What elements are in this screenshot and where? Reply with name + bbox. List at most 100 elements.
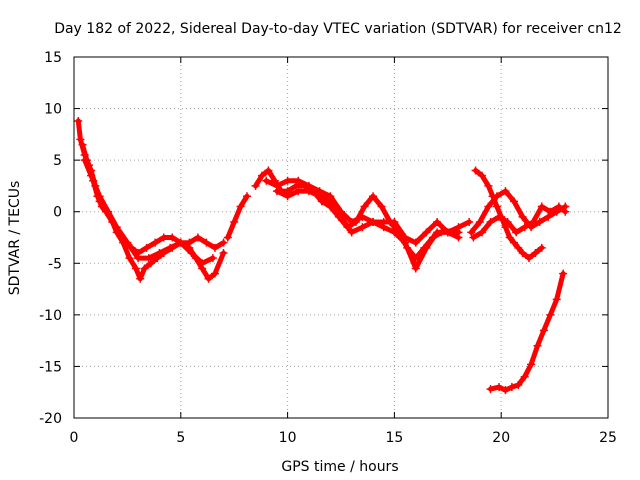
data-point [198, 259, 207, 268]
data-point [142, 243, 151, 252]
data-point [315, 192, 324, 201]
series-line-arc-6 [263, 178, 472, 271]
chart-title: Day 182 of 2022, Sidereal Day-to-day VTE… [54, 21, 622, 37]
data-point [518, 212, 527, 221]
data-point [539, 326, 548, 335]
data-point [112, 223, 121, 232]
x-axis-label: GPS time / hours [281, 459, 398, 475]
series-line-arc-9 [468, 188, 568, 235]
y-tick-label: 15 [44, 50, 62, 66]
data-point [134, 254, 143, 263]
data-point [501, 386, 510, 395]
data-point [477, 171, 486, 180]
data-point [131, 264, 140, 273]
data-point [125, 254, 134, 263]
data-series [74, 116, 570, 395]
data-point [533, 341, 542, 350]
x-tick-label: 20 [492, 430, 510, 446]
data-point [486, 218, 495, 227]
x-tick-labels: 0 5 10 15 20 25 [70, 430, 617, 446]
x-tick-label: 5 [176, 430, 185, 446]
data-point [454, 233, 463, 242]
y-tick-label: -20 [39, 411, 62, 427]
data-point [146, 259, 155, 268]
data-point [507, 383, 516, 392]
data-point [475, 218, 484, 227]
data-point [554, 202, 563, 211]
data-point [123, 238, 132, 247]
data-point [78, 140, 87, 149]
data-point [151, 238, 160, 247]
data-point [243, 192, 252, 201]
data-point [369, 192, 378, 201]
data-point [544, 212, 553, 221]
data-point [443, 228, 452, 237]
data-point [433, 228, 442, 237]
y-tick-label: 5 [53, 153, 62, 169]
data-point [486, 385, 495, 394]
data-point [537, 243, 546, 252]
data-point [262, 176, 271, 185]
data-point [155, 248, 164, 257]
data-point [347, 218, 356, 227]
data-point [358, 223, 367, 232]
data-point [422, 243, 431, 252]
data-point [168, 233, 177, 242]
data-point [512, 228, 521, 237]
data-point [465, 218, 474, 227]
y-tick-label: -5 [48, 256, 62, 272]
x-tick-label: 15 [385, 430, 403, 446]
x-tick-label: 25 [599, 430, 617, 446]
data-point [236, 202, 245, 211]
data-point [401, 233, 410, 242]
data-point [561, 207, 570, 216]
x-tick-label: 0 [70, 430, 79, 446]
data-point [369, 218, 378, 227]
data-point [377, 202, 386, 211]
data-point [503, 218, 512, 227]
data-point [76, 135, 85, 144]
data-point [471, 166, 480, 175]
data-point [390, 218, 399, 227]
data-point [505, 233, 514, 242]
series-line-arc-4 [225, 193, 250, 240]
data-point [272, 187, 281, 196]
data-point [185, 238, 194, 247]
data-point [454, 223, 463, 232]
data-point [422, 228, 431, 237]
data-point [527, 360, 536, 369]
data-point [520, 223, 529, 232]
data-point [531, 248, 540, 257]
series-line-arc-3 [82, 157, 216, 266]
data-point [529, 218, 538, 227]
y-axis-label: SDTVAR / TECUs [7, 181, 23, 296]
data-point [492, 192, 501, 201]
data-point [492, 202, 501, 211]
data-point [524, 254, 533, 263]
data-point [202, 238, 211, 247]
data-point [484, 181, 493, 190]
data-point [257, 171, 266, 180]
y-tick-label: 10 [44, 102, 62, 118]
data-point [520, 372, 529, 381]
data-point [390, 228, 399, 237]
data-point [358, 212, 367, 221]
x-tick-label: 10 [279, 430, 297, 446]
series-line-arc-10 [470, 204, 568, 240]
data-point [204, 274, 213, 283]
data-point [469, 233, 478, 242]
data-point [193, 233, 202, 242]
data-point [251, 181, 260, 190]
data-point [546, 207, 555, 216]
data-point [501, 187, 510, 196]
data-point [95, 192, 104, 201]
data-point [537, 202, 546, 211]
data-point [337, 212, 345, 221]
data-point [514, 243, 523, 252]
data-point [136, 274, 145, 283]
y-tick-labels: -20 -15 -10 -5 0 5 10 15 [39, 50, 62, 427]
data-point [294, 187, 303, 196]
data-point [87, 171, 96, 180]
y-tick-label: -10 [39, 308, 62, 324]
